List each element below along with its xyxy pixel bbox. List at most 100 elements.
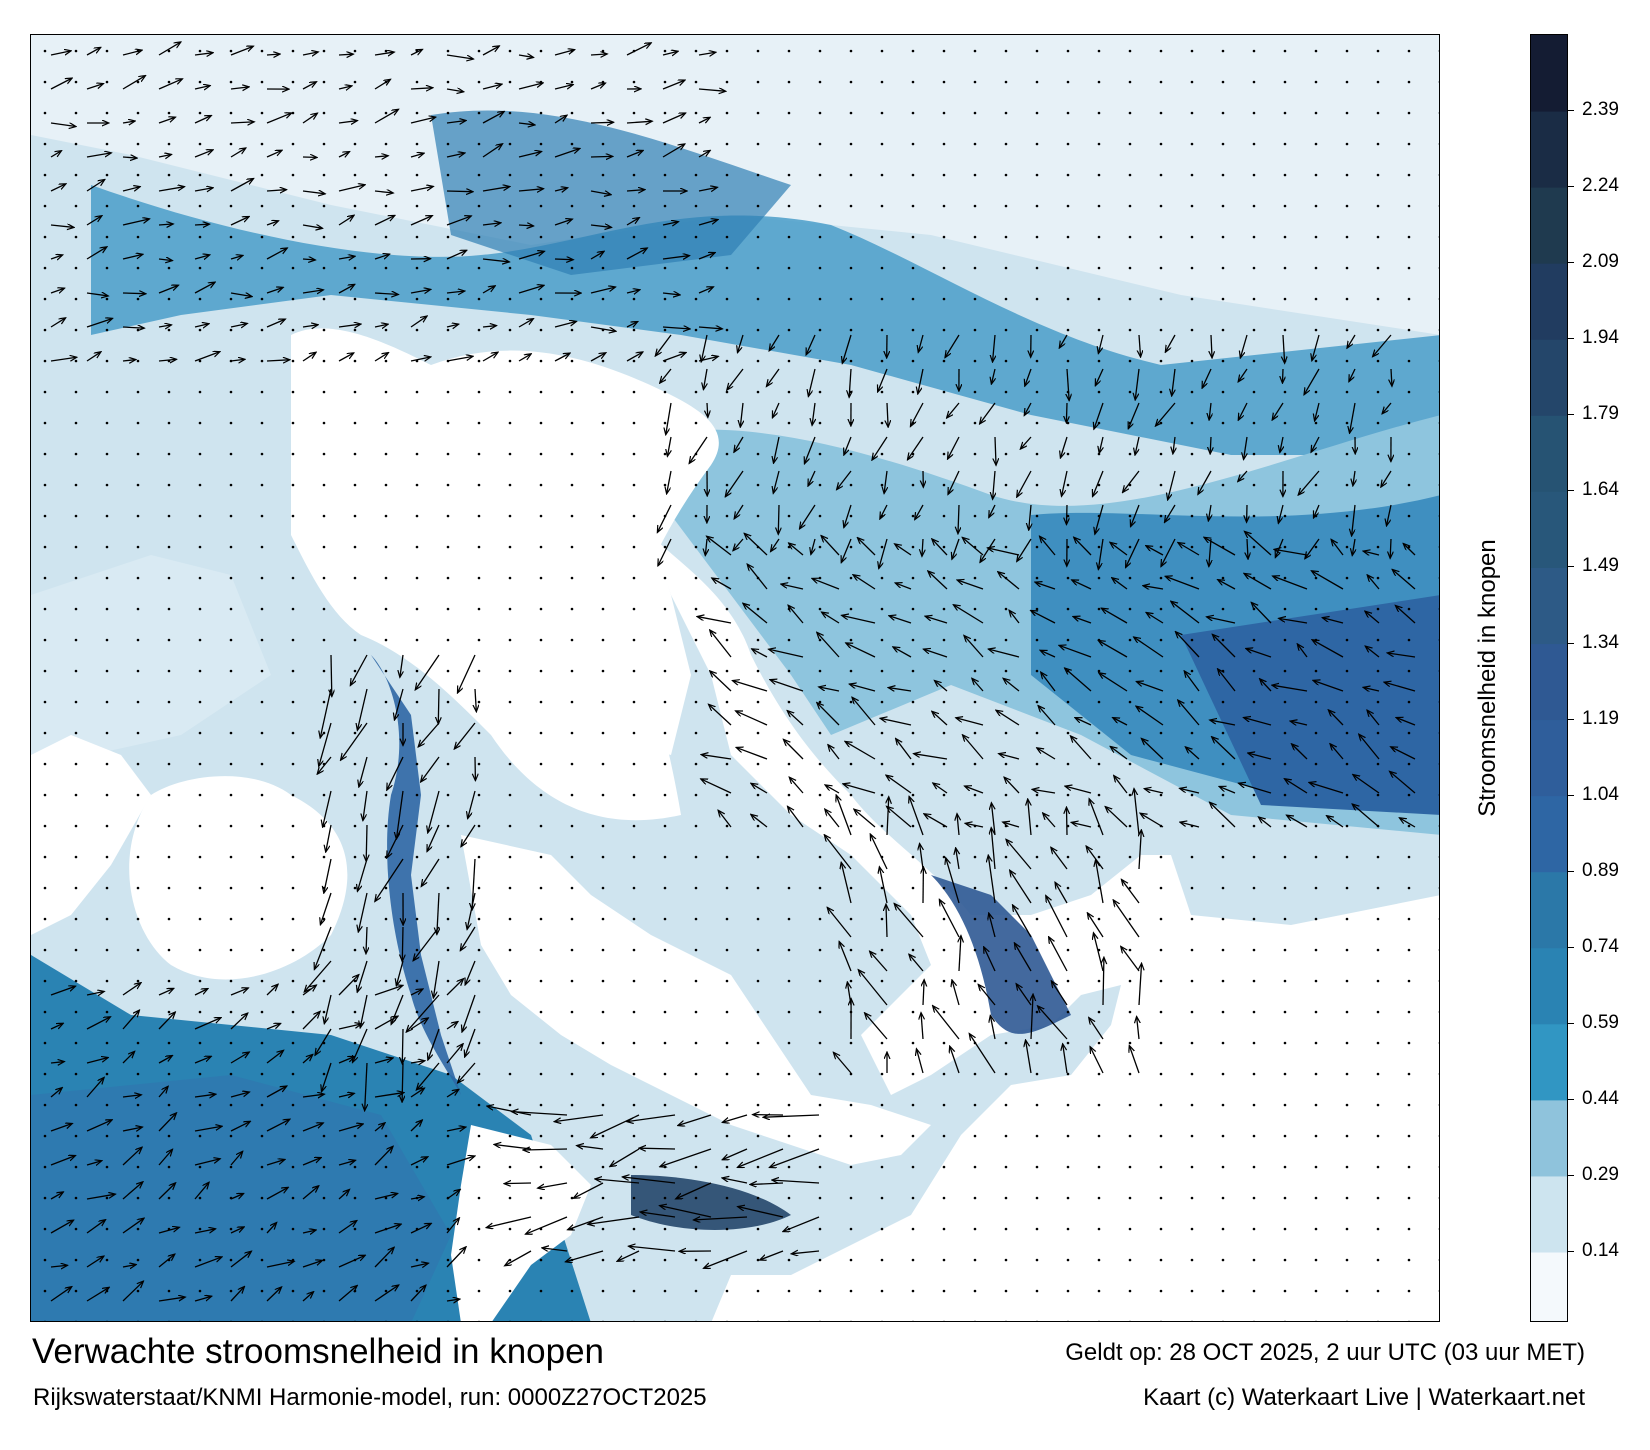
grid-dot	[942, 793, 946, 797]
grid-dot	[167, 483, 171, 487]
current-arrow	[1135, 436, 1140, 454]
grid-dot	[1314, 1041, 1318, 1045]
grid-dot	[1252, 1196, 1256, 1200]
grid-dot	[229, 700, 233, 704]
grid-dot	[1376, 111, 1380, 115]
grid-dot	[973, 266, 977, 270]
grid-dot	[446, 1010, 450, 1014]
current-arrow	[302, 1158, 320, 1166]
grid-dot	[942, 638, 946, 642]
grid-dot	[756, 483, 760, 487]
grid-dot	[1128, 452, 1132, 456]
current-arrow	[1046, 896, 1068, 938]
current-arrow	[1220, 787, 1236, 794]
grid-dot	[353, 545, 357, 549]
grid-dot	[105, 1103, 109, 1107]
current-arrow	[789, 606, 804, 624]
current-arrow	[707, 537, 732, 556]
grid-dot	[260, 1289, 264, 1293]
grid-dot	[756, 855, 760, 859]
grid-dot	[1438, 1135, 1439, 1137]
current-arrow	[1359, 735, 1380, 760]
grid-dot	[663, 204, 667, 208]
current-arrow	[358, 858, 368, 890]
grid-dot	[1004, 266, 1008, 270]
grid-dot	[601, 793, 605, 797]
color-scale-tick-mark	[1568, 1174, 1574, 1176]
grid-dot	[1252, 142, 1256, 146]
grid-dot	[1438, 856, 1439, 858]
grid-dot	[1407, 793, 1411, 797]
current-arrow	[792, 1251, 820, 1254]
current-speed-map[interactable]	[30, 34, 1440, 1322]
grid-dot	[353, 421, 357, 425]
grid-dot	[539, 917, 543, 921]
grid-dot	[229, 948, 233, 952]
grid-dot	[260, 731, 264, 735]
grid-dot	[942, 1010, 946, 1014]
grid-dot	[508, 607, 512, 611]
grid-dot	[198, 328, 202, 332]
grid-dot	[136, 731, 140, 735]
grid-dot	[1252, 1072, 1256, 1076]
grid-dot	[1376, 607, 1380, 611]
grid-dot	[849, 762, 853, 766]
current-arrow	[1040, 537, 1056, 556]
grid-dot	[1128, 266, 1132, 270]
grid-dot	[1190, 328, 1194, 332]
current-arrow	[957, 815, 959, 836]
grid-dot	[756, 948, 760, 952]
grid-dot	[508, 266, 512, 270]
grid-dot	[1407, 1010, 1411, 1014]
grid-dot	[1407, 979, 1411, 983]
grid-dot	[446, 1165, 450, 1169]
current-arrow	[1004, 679, 1020, 692]
grid-dot	[1438, 143, 1439, 145]
grid-dot	[880, 235, 884, 239]
current-arrow	[965, 636, 984, 658]
current-arrow	[410, 317, 426, 328]
grid-dot	[1128, 235, 1132, 239]
current-arrow	[773, 1180, 820, 1184]
grid-dot	[787, 1010, 791, 1014]
current-arrow	[319, 722, 332, 766]
current-arrow	[122, 1011, 139, 1030]
grid-dot	[322, 731, 326, 735]
current-arrow	[1121, 947, 1140, 972]
grid-dot	[880, 979, 884, 983]
current-arrow	[1314, 681, 1344, 692]
grid-dot	[260, 452, 264, 456]
current-arrow	[1273, 402, 1284, 419]
grid-dot	[105, 1196, 109, 1200]
current-arrow	[920, 844, 923, 870]
current-arrow	[50, 1124, 71, 1132]
grid-dot	[446, 1041, 450, 1045]
grid-dot	[1066, 855, 1070, 859]
grid-dot	[384, 1103, 388, 1107]
current-arrow	[1010, 611, 1020, 624]
grid-dot	[818, 1165, 822, 1169]
grid-dot	[756, 917, 760, 921]
grid-dot	[942, 1165, 946, 1169]
grid-dot	[229, 483, 233, 487]
grid-dot	[1252, 917, 1256, 921]
grid-dot	[1407, 886, 1411, 890]
current-arrow	[1213, 635, 1236, 658]
grid-dot	[198, 824, 202, 828]
grid-dot	[756, 669, 760, 673]
current-arrow	[524, 1149, 568, 1150]
grid-dot	[508, 390, 512, 394]
grid-dot	[725, 1165, 729, 1169]
current-arrow	[338, 1221, 356, 1234]
grid-dot	[694, 1072, 698, 1076]
grid-dot	[415, 421, 419, 425]
grid-dot	[1190, 979, 1194, 983]
grid-dot	[973, 142, 977, 146]
grid-dot	[632, 576, 636, 580]
current-arrow	[482, 353, 497, 362]
grid-dot	[74, 266, 78, 270]
grid-dot	[663, 1072, 667, 1076]
current-arrow	[374, 110, 398, 124]
current-arrow	[86, 1161, 101, 1165]
grid-dot	[1314, 1165, 1318, 1169]
